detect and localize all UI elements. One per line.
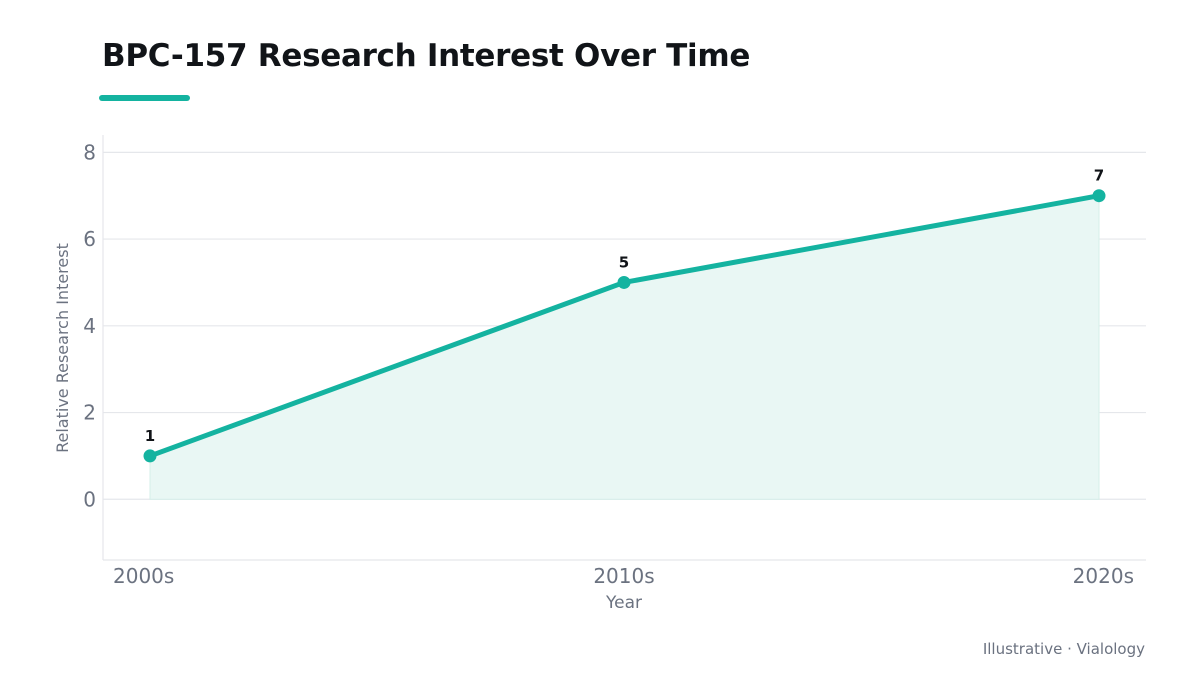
data-point [1092,189,1106,203]
chart-title: BPC-157 Research Interest Over Time [102,38,751,74]
y-tick-label: 8 [83,140,96,164]
data-label: 7 [1094,167,1104,185]
x-tick-label: 2020s [1073,564,1134,588]
y-tick-label: 2 [83,401,96,425]
y-tick-label: 6 [83,227,96,251]
x-axis-label: Year [605,593,642,613]
data-label: 1 [145,427,155,445]
data-label: 5 [619,253,629,271]
chart-credit: Illustrative · Vialology [982,640,1145,658]
title-accent-bar [99,95,190,101]
y-axis-label: Relative Research Interest [53,243,72,453]
data-points [143,189,1106,463]
x-tick-label: 2010s [593,564,654,588]
y-tick-label: 0 [83,487,96,511]
area-fill [149,195,1100,500]
x-tick-label: 2000s [113,564,174,588]
y-tick-label: 4 [83,314,96,338]
axes: 0 2 4 6 8 2000s 2010s 2020s [83,135,1146,588]
data-point [143,449,157,463]
data-labels: 1 5 7 [145,167,1104,445]
data-point [617,275,631,289]
area-fill-shape [149,195,1100,500]
